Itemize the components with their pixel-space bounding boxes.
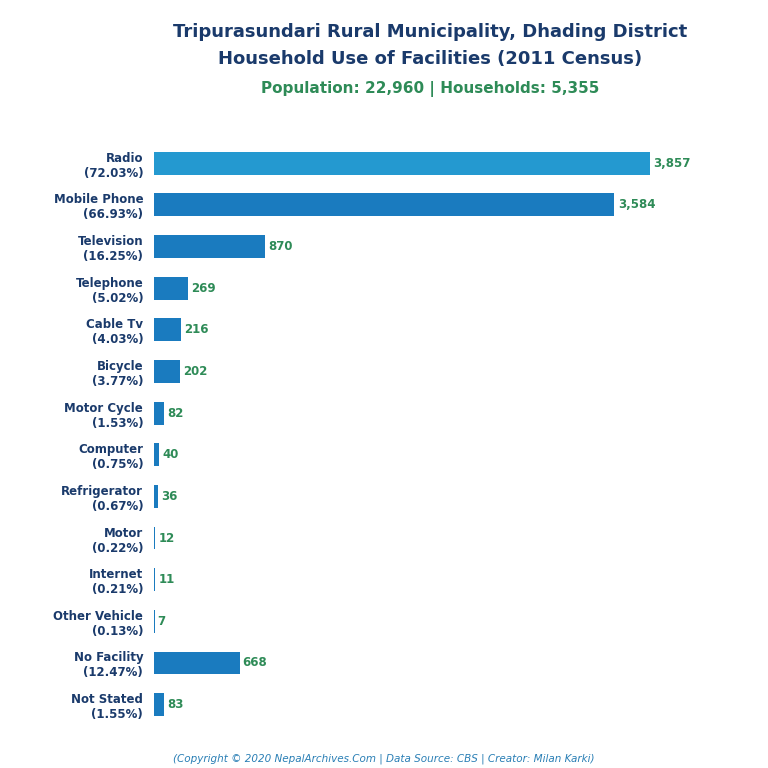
Bar [154,527,155,549]
Text: (Copyright © 2020 NepalArchives.Com | Data Source: CBS | Creator: Milan Karki): (Copyright © 2020 NepalArchives.Com | Da… [174,753,594,764]
Text: 11: 11 [158,573,174,586]
Text: 40: 40 [162,449,178,462]
Text: 269: 269 [191,282,216,295]
Text: Population: 22,960 | Households: 5,355: Population: 22,960 | Households: 5,355 [261,81,599,97]
Bar [154,276,188,300]
Text: 3,857: 3,857 [653,157,690,170]
Bar [154,443,159,466]
Bar [154,402,164,425]
Text: 3,584: 3,584 [617,198,655,211]
Text: 82: 82 [167,406,184,419]
Text: 668: 668 [243,657,267,670]
Bar [154,319,181,341]
Text: Household Use of Facilities (2011 Census): Household Use of Facilities (2011 Census… [218,50,642,68]
Bar [154,360,180,383]
Text: 83: 83 [167,698,184,711]
Text: 36: 36 [161,490,178,503]
Bar [154,235,266,258]
Bar [154,694,164,716]
Bar [154,194,614,217]
Text: 12: 12 [158,531,174,545]
Text: 870: 870 [269,240,293,253]
Text: Tripurasundari Rural Municipality, Dhading District: Tripurasundari Rural Municipality, Dhadi… [173,23,687,41]
Bar [154,651,240,674]
Bar [154,485,158,508]
Text: 202: 202 [183,365,207,378]
Text: 216: 216 [184,323,209,336]
Bar [154,152,650,174]
Text: 7: 7 [157,615,166,627]
Bar [154,568,155,591]
